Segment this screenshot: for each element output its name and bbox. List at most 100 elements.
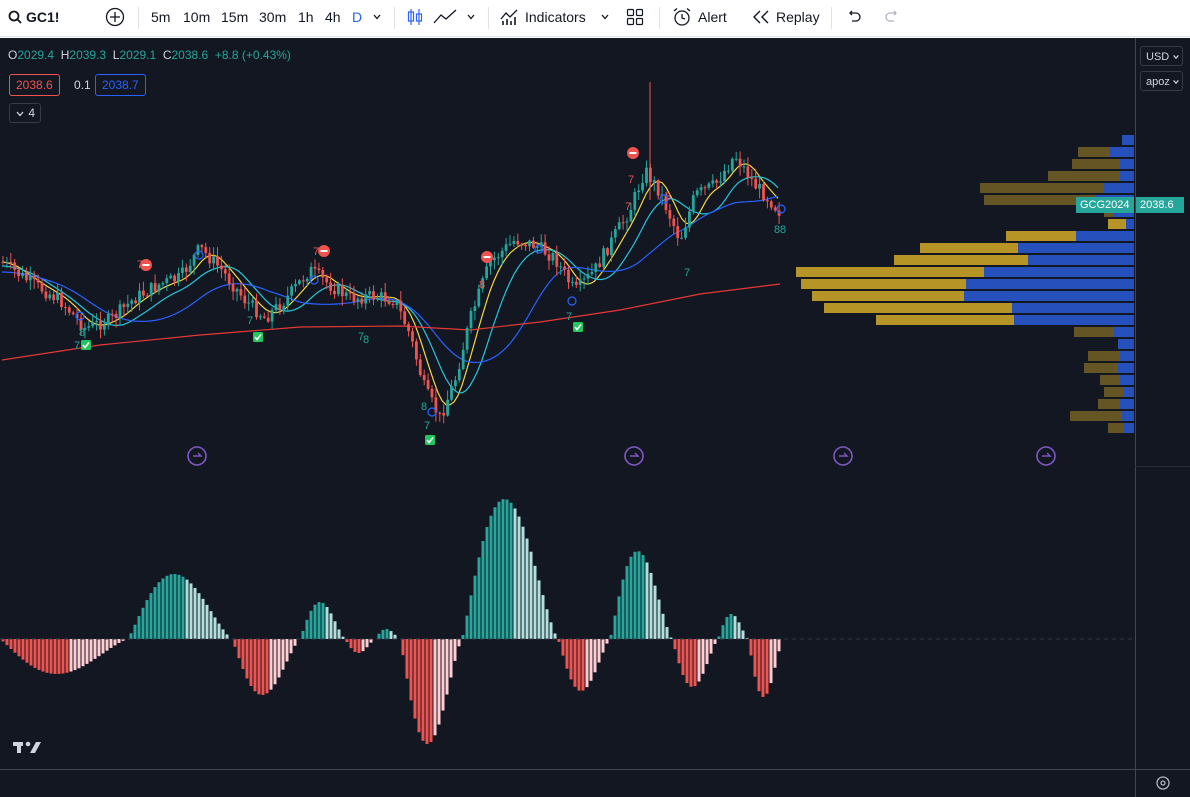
- chart-settings-icon[interactable]: [1156, 776, 1170, 790]
- session-break-icon[interactable]: [187, 446, 207, 466]
- candle-body: [543, 242, 547, 255]
- interval-dropdown[interactable]: [372, 0, 382, 34]
- redo-button[interactable]: [884, 0, 900, 34]
- histogram-bar: [657, 599, 661, 639]
- histogram-bar: [321, 603, 325, 639]
- open-label: O: [8, 48, 18, 62]
- histogram-bar: [273, 639, 277, 685]
- candles-style-button[interactable]: [406, 0, 424, 34]
- indicators-collapse-button[interactable]: 4: [9, 103, 42, 123]
- histogram-bar: [769, 639, 773, 684]
- candle-body: [434, 397, 438, 413]
- buy-price-button[interactable]: 2038.7: [95, 74, 146, 96]
- histogram-bar: [245, 639, 249, 679]
- histogram-bar: [181, 576, 185, 639]
- line-tools-dropdown[interactable]: [466, 0, 476, 34]
- histogram-bar: [221, 629, 225, 639]
- histogram-bar: [21, 639, 25, 660]
- histogram-bar: [453, 639, 457, 661]
- candle-body: [395, 300, 399, 306]
- alert-button[interactable]: Alert: [672, 0, 727, 34]
- replay-label: Replay: [776, 9, 820, 25]
- replay-button[interactable]: Replay: [752, 0, 820, 34]
- candle-body: [379, 292, 383, 299]
- candle-body: [220, 265, 223, 270]
- candle-body: [571, 281, 574, 283]
- histogram-bar: [185, 579, 189, 639]
- vp-bar-down: [1076, 231, 1134, 241]
- histogram-bar: [81, 639, 85, 667]
- vp-bar-up: [1048, 171, 1120, 181]
- ema-slow-line: [1, 195, 779, 364]
- histogram-bar: [289, 639, 293, 654]
- histogram-bar: [157, 582, 161, 639]
- chevron-down-icon: [373, 14, 381, 20]
- top-toolbar: GC1! 5m 10m 15m 30m 1h 4h D: [0, 0, 1190, 37]
- histogram-bar: [225, 634, 229, 639]
- candle-body: [290, 286, 293, 296]
- indicators-button[interactable]: Indicators: [500, 0, 586, 34]
- histogram-bar: [417, 639, 421, 733]
- symbol-search[interactable]: GC1!: [8, 0, 59, 34]
- vp-bar-up: [1074, 327, 1114, 337]
- pivot-circle-marker: [567, 296, 577, 306]
- histogram-bar: [413, 639, 417, 719]
- candle-body: [383, 292, 387, 302]
- candle-body: [298, 280, 301, 284]
- histogram-bar: [689, 639, 693, 687]
- sell-price-button[interactable]: 2038.6: [9, 74, 60, 96]
- candle-body: [60, 292, 63, 308]
- stop-signal-bar: [320, 250, 328, 252]
- redo-icon: [885, 10, 897, 22]
- candle-body: [738, 158, 742, 167]
- compare-button[interactable]: [105, 0, 125, 34]
- interval-1h[interactable]: 1h: [298, 0, 314, 34]
- histogram-bar: [77, 639, 81, 669]
- currency-select[interactable]: USD: [1140, 46, 1183, 66]
- price-axis-divider: [1135, 38, 1136, 797]
- indicators-count: 4: [28, 106, 36, 120]
- undo-button[interactable]: [846, 0, 862, 34]
- interval-5m[interactable]: 5m: [151, 0, 170, 34]
- vp-bar-down: [1120, 375, 1134, 385]
- candle-body: [750, 177, 754, 179]
- candle-body: [184, 267, 188, 272]
- trend-line-icon: [433, 9, 457, 24]
- histogram-bar: [177, 574, 181, 639]
- check-mark: [254, 334, 262, 341]
- scale-select[interactable]: apoz: [1140, 71, 1183, 91]
- interval-d[interactable]: D: [352, 0, 362, 34]
- stop-signal-bar: [142, 264, 150, 266]
- candle-body: [337, 284, 340, 295]
- candle-body: [582, 278, 586, 280]
- session-break-icon[interactable]: [833, 446, 853, 466]
- histogram-bar: [709, 639, 713, 654]
- interval-15m[interactable]: 15m: [221, 0, 248, 34]
- histogram-bar: [45, 639, 49, 673]
- line-tools-button[interactable]: [433, 0, 457, 34]
- candle-body: [637, 190, 641, 193]
- candle-body: [496, 257, 500, 259]
- histogram-bar: [25, 639, 29, 663]
- indicators-dropdown[interactable]: [600, 0, 610, 34]
- histogram-bar: [457, 639, 461, 647]
- candle-body: [719, 181, 722, 183]
- histogram-bar: [97, 639, 101, 657]
- histogram-bar: [409, 639, 413, 701]
- candle-body: [110, 313, 114, 315]
- session-break-icon[interactable]: [624, 446, 644, 466]
- interval-30m[interactable]: 30m: [259, 0, 286, 34]
- candle-body: [95, 321, 98, 323]
- session-break-icon[interactable]: [1036, 446, 1056, 466]
- candle-body: [676, 225, 680, 238]
- candle-body: [625, 221, 629, 223]
- interval-10m[interactable]: 10m: [183, 0, 210, 34]
- chevron-down-icon: [1173, 80, 1179, 85]
- low-value: 2029.1: [119, 48, 157, 62]
- interval-4h[interactable]: 4h: [325, 0, 341, 34]
- interval-label: 1h: [298, 9, 314, 25]
- layouts-button[interactable]: [626, 0, 644, 34]
- histogram-bar: [493, 507, 497, 639]
- candle-body: [223, 269, 227, 274]
